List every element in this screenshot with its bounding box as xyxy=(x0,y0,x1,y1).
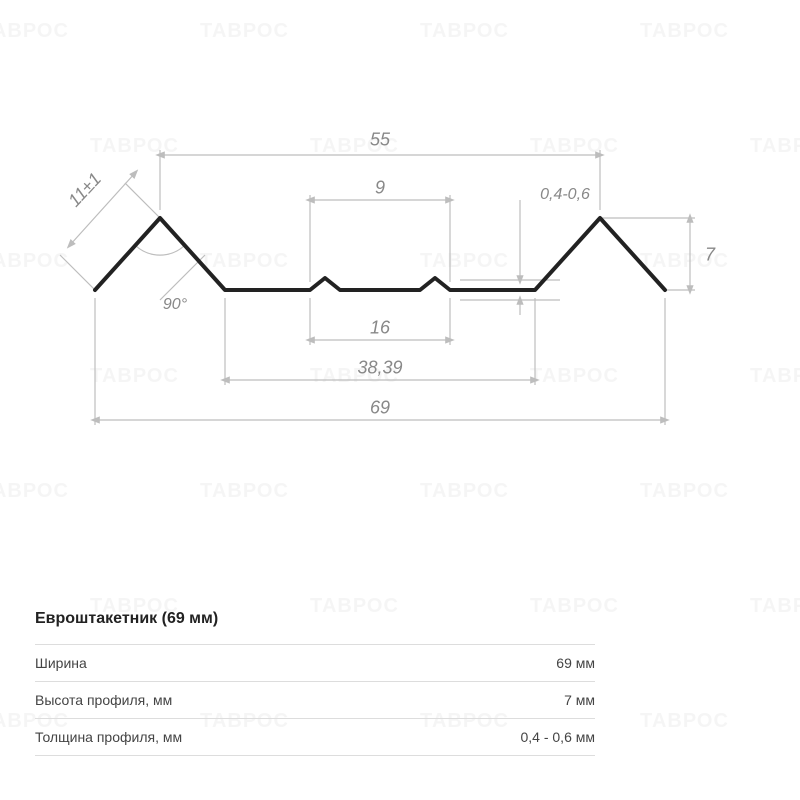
spec-value: 0,4 - 0,6 мм xyxy=(520,729,595,745)
dim-7: 7 xyxy=(705,245,715,266)
spec-title: Евроштакетник (69 мм) xyxy=(35,610,595,628)
dim-angle: 90° xyxy=(163,296,187,314)
dim-9: 9 xyxy=(375,178,385,199)
dim-69: 69 xyxy=(370,398,390,419)
dim-thickness: 0,4-0,6 xyxy=(540,186,590,204)
spec-row: Ширина 69 мм xyxy=(35,644,595,682)
dim-55: 55 xyxy=(370,130,390,151)
spec-value: 69 мм xyxy=(556,655,595,671)
spec-row: Высота профиля, мм 7 мм xyxy=(35,682,595,719)
spec-label: Толщина профиля, мм xyxy=(35,729,182,745)
spec-label: Высота профиля, мм xyxy=(35,692,172,708)
spec-row: Толщина профиля, мм 0,4 - 0,6 мм xyxy=(35,719,595,756)
dim-16: 16 xyxy=(370,318,390,339)
spec-table: Евроштакетник (69 мм) Ширина 69 мм Высота … xyxy=(35,610,595,756)
spec-value: 7 мм xyxy=(564,692,595,708)
dim-3839: 38,39 xyxy=(357,358,402,379)
spec-label: Ширина xyxy=(35,655,87,671)
profile-diagram xyxy=(0,0,800,480)
